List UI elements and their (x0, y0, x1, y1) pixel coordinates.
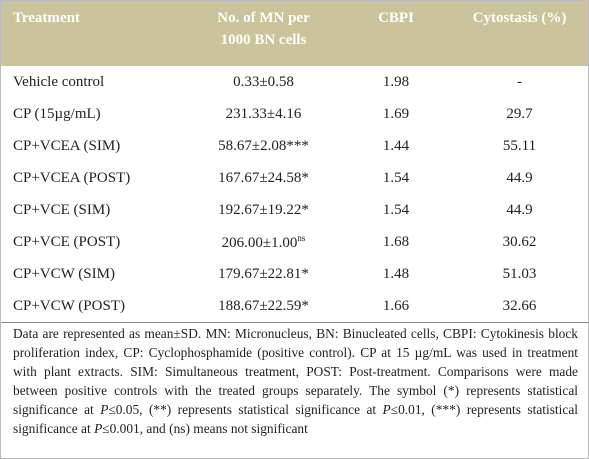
table-cell: 1.68 (341, 226, 451, 258)
table-cell: CP+VCEA (SIM) (1, 130, 186, 162)
cell-text: 44.9 (506, 169, 533, 186)
cell-text: CP+VCE (SIM) (13, 201, 111, 218)
table-cell: CP+VCE (POST) (1, 226, 186, 258)
header-text: Cytostasis (%) (472, 10, 567, 26)
table-cell: 179.67±22.81* (186, 258, 341, 290)
header-row: Treatment No. of MN per 1000 BN cells CBPI… (1, 1, 588, 66)
table-row: CP+VCEA (SIM) 58.67±2.08*** 1.44 55.11 (1, 130, 588, 162)
table-cell: 1.44 (341, 130, 451, 162)
cell-text: 51.03 (502, 265, 537, 282)
cell-text: 179.67±22.81* (218, 265, 309, 282)
table-row: CP+VCE (POST) 206.00±1.00ns 1.68 30.62 (1, 226, 588, 258)
cell-text: 192.67±19.22* (218, 201, 309, 218)
cell-text: 1.66 (382, 297, 410, 314)
table-cell: 44.9 (451, 194, 588, 226)
header-text: No. of MN per 1000 BN cells (217, 10, 310, 48)
table-row: CP+VCW (POST) 188.67±22.59* 1.66 32.66 (1, 290, 588, 323)
data-table: Treatment No. of MN per 1000 BN cells CBPI… (1, 1, 588, 323)
table-cell: CP (15µg/mL) (1, 98, 186, 130)
table-cell: 231.33±4.16 (186, 98, 341, 130)
table-cell: 1.54 (341, 162, 451, 194)
footnote-text: ≤0.05, (**) represents statistical signi… (108, 402, 383, 417)
cell-text: 1.69 (382, 105, 410, 122)
cell-text: 231.33±4.16 (225, 105, 302, 122)
table-cell: 192.67±19.22* (186, 194, 341, 226)
table-row: CP+VCW (SIM) 179.67±22.81* 1.48 51.03 (1, 258, 588, 290)
footnote-text: ≤0.01, (***) represents statistical sign… (13, 402, 578, 436)
cell-text: CP+VCW (POST) (13, 297, 125, 314)
table-cell: 1.66 (341, 290, 451, 323)
table-cell: 167.67±24.58* (186, 162, 341, 194)
header-text: Treatment (13, 10, 80, 26)
table-cell: 32.66 (451, 290, 588, 323)
cell-text: - (517, 73, 522, 90)
cell-text: 32.66 (502, 297, 537, 314)
footnote-text: ≤0.001, and (ns) means not significant (102, 421, 308, 436)
table-cell: 30.62 (451, 226, 588, 258)
footnote-italic: P (100, 402, 109, 417)
footnote: Data are represented as mean±SD. MN: Mic… (13, 324, 578, 438)
table-cell: - (451, 66, 588, 98)
header-cell: Cytostasis (%) (451, 1, 588, 66)
table-cell: 188.67±22.59* (186, 290, 341, 323)
table-cell: 51.03 (451, 258, 588, 290)
header-cell: No. of MN per 1000 BN cells (186, 1, 341, 66)
cell-superscript: ns (297, 232, 306, 243)
table-row: CP+VCE (SIM) 192.67±19.22* 1.54 44.9 (1, 194, 588, 226)
table-cell: CP+VCEA (POST) (1, 162, 186, 194)
footnote-text: Data are represented as mean±SD. MN: Mic… (13, 326, 578, 417)
cell-text: CP+VCE (POST) (13, 233, 121, 250)
table-cell: CP+VCW (POST) (1, 290, 186, 323)
table-cell: CP+VCW (SIM) (1, 258, 186, 290)
table-row: Vehicle control 0.33±0.58 1.98 - (1, 66, 588, 98)
cell-text: CP+VCEA (SIM) (13, 137, 121, 154)
cell-text: 58.67±2.08*** (218, 137, 309, 154)
table-cell: 29.7 (451, 98, 588, 130)
table-cell: 55.11 (451, 130, 588, 162)
footnote-italic: P (94, 421, 103, 436)
table-cell: 44.9 (451, 162, 588, 194)
header-cell: CBPI (341, 1, 451, 66)
cell-text: 188.67±22.59* (218, 297, 309, 314)
table-cell: 58.67±2.08*** (186, 130, 341, 162)
cell-text: 1.54 (382, 201, 410, 218)
cell-text: 1.54 (382, 169, 410, 186)
cell-text: 1.68 (382, 233, 410, 250)
cell-text: 206.00±1.00 (221, 234, 298, 251)
cell-text: 30.62 (502, 233, 537, 250)
header-cell: Treatment (1, 1, 186, 66)
table-cell: 0.33±0.58 (186, 66, 341, 98)
cell-text: Vehicle control (13, 73, 105, 90)
table-cell: 1.54 (341, 194, 451, 226)
cell-text: 29.7 (506, 105, 533, 122)
table-cell: Vehicle control (1, 66, 186, 98)
table-row: CP+VCEA (POST) 167.67±24.58* 1.54 44.9 (1, 162, 588, 194)
table-cell: 1.48 (341, 258, 451, 290)
cell-text: 1.48 (382, 265, 410, 282)
table-row: CP (15µg/mL) 231.33±4.16 1.69 29.7 (1, 98, 588, 130)
cell-text: 167.67±24.58* (218, 169, 309, 186)
cell-text: CP (15µg/mL) (13, 105, 101, 122)
cell-text: 1.44 (382, 137, 410, 154)
table-cell: 1.98 (341, 66, 451, 98)
table-cell: CP+VCE (SIM) (1, 194, 186, 226)
cell-text: 1.98 (382, 73, 410, 90)
cell-text: CP+VCW (SIM) (13, 265, 115, 282)
header-text: CBPI (378, 10, 414, 26)
table-cell: 206.00±1.00ns (186, 226, 341, 258)
cell-text: CP+VCEA (POST) (13, 169, 131, 186)
table-cell: 1.69 (341, 98, 451, 130)
cell-text: 55.11 (502, 137, 537, 154)
cell-text: 0.33±0.58 (233, 73, 294, 90)
cell-text: 44.9 (506, 201, 533, 218)
footnote-italic: P (382, 402, 391, 417)
